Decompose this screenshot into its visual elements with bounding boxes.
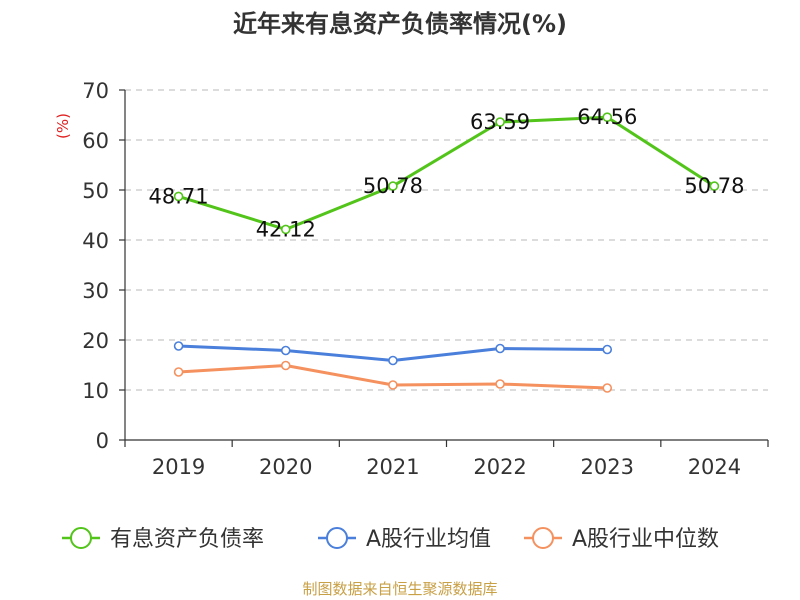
x-tick-label: 2024 (688, 455, 741, 479)
y-tick-label: 20 (82, 329, 109, 353)
y-axis-label: (%) (54, 113, 72, 139)
data-labels: 48.71 42.12 50.78 63.59 64.56 50.78 (149, 105, 745, 241)
data-point[interactable] (280, 345, 291, 356)
legend-item[interactable]: 有息资产负债率 (62, 527, 264, 552)
legend-item[interactable]: A股行业中位数 (524, 527, 719, 552)
data-point[interactable] (173, 367, 184, 377)
data-point[interactable] (602, 344, 613, 355)
legend-marker-icon (70, 527, 92, 549)
x-tick-label: 2021 (366, 455, 419, 479)
legend[interactable]: 有息资产负债率 A股行业均值 A股行业中位数 (62, 527, 719, 552)
data-point[interactable] (709, 181, 720, 191)
data-point[interactable] (495, 117, 505, 127)
data-point[interactable] (602, 112, 613, 122)
data-label: 50.78 (684, 174, 744, 198)
data-point[interactable] (388, 380, 398, 390)
data-point[interactable] (173, 191, 184, 202)
y-tick-label: 70 (82, 79, 109, 103)
legend-label: 有息资产负债率 (110, 527, 264, 552)
data-point[interactable] (495, 379, 505, 389)
legend-marker-icon (326, 527, 348, 549)
data-point[interactable] (388, 181, 398, 191)
x-tick-label: 2023 (581, 455, 634, 479)
data-point[interactable] (280, 224, 291, 235)
series-points (173, 112, 720, 393)
source-note: 制图数据来自恒生聚源数据库 (302, 580, 497, 598)
series-lines (178, 115, 716, 390)
legend-item[interactable]: A股行业均值 (318, 527, 491, 552)
y-tick-label: 60 (82, 129, 109, 153)
y-tick-label: 40 (82, 229, 109, 253)
y-tick-label: 30 (82, 279, 109, 303)
data-label: 42.12 (256, 217, 316, 241)
chart-title: 近年来有息资产负债率情况(%) (233, 10, 567, 38)
x-axis: 2019 2020 2021 2022 2023 2024 (124, 439, 769, 479)
grid-lines (125, 89, 768, 391)
legend-label: A股行业中位数 (572, 527, 719, 552)
legend-label: A股行业均值 (366, 527, 491, 552)
legend-marker-icon (532, 527, 554, 549)
data-label: 48.71 (149, 184, 209, 208)
x-tick-label: 2022 (473, 455, 526, 479)
y-tick-label: 50 (82, 179, 109, 203)
series-line (178, 115, 716, 231)
data-point[interactable] (495, 343, 505, 354)
data-point[interactable] (388, 355, 398, 366)
data-point[interactable] (602, 383, 613, 393)
data-label: 50.78 (363, 174, 423, 198)
data-point[interactable] (173, 341, 184, 351)
data-label: 64.56 (577, 105, 637, 129)
data-point[interactable] (280, 360, 291, 371)
y-axis: 0 10 20 30 40 50 60 70 (82, 79, 126, 453)
x-tick-label: 2019 (152, 455, 205, 479)
y-tick-label: 0 (96, 429, 109, 453)
data-label: 63.59 (470, 110, 530, 134)
y-tick-label: 10 (82, 379, 109, 403)
x-tick-label: 2020 (259, 455, 312, 479)
